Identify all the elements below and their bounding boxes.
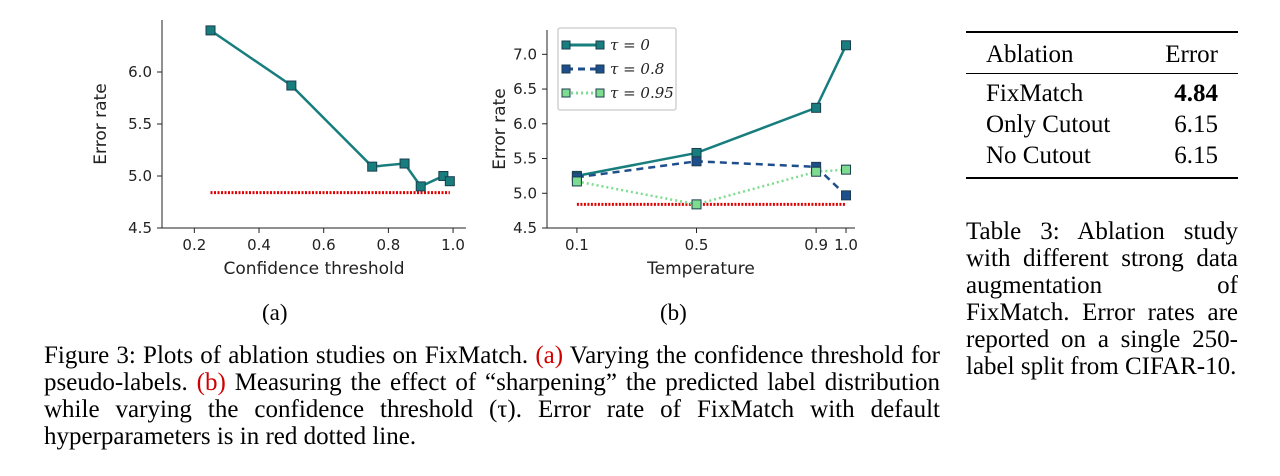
data-point xyxy=(205,25,216,36)
y-tick-label: 6.0 xyxy=(513,115,537,133)
data-point xyxy=(399,158,410,169)
data-point xyxy=(811,166,822,177)
x-tick-label: 1.0 xyxy=(834,236,858,254)
legend-swatch-marker xyxy=(561,40,571,50)
data-point xyxy=(691,156,702,167)
caption-part-a: Varying the confidence threshold for pse… xyxy=(44,342,940,396)
table-cell-ablation: FixMatch xyxy=(986,80,1084,107)
x-axis-label: Temperature xyxy=(646,259,755,279)
data-point xyxy=(438,171,449,181)
table-cell-ablation: Only Cutout xyxy=(986,111,1111,138)
legend-label: τ = 0.8 xyxy=(610,60,664,78)
table-header-error: Error xyxy=(1165,41,1218,68)
table-header-ablation: Ablation xyxy=(986,41,1074,68)
legend-swatch-marker xyxy=(561,88,571,98)
panel-label-a: (a) xyxy=(262,300,288,325)
table-caption: Table 3: Ablation study with different s… xyxy=(966,218,1238,380)
legend-label: τ = 0 xyxy=(610,36,650,54)
x-tick-label: 1.0 xyxy=(441,236,465,254)
y-axis-label: Error rate xyxy=(490,88,510,169)
table-row: No Cutout 6.15 xyxy=(986,140,1218,171)
legend-box xyxy=(557,27,677,111)
chart-a: 0.2 0.4 0.6 0.8 1.0 4.5 5.0 5.5 6.0 Confidence th… xyxy=(91,20,466,279)
data-point xyxy=(571,176,582,187)
data-point xyxy=(415,181,426,192)
legend: τ = 0 τ = 0.8 τ = 0.95 xyxy=(557,27,677,111)
table-row: Only Cutout 6.15 xyxy=(986,109,1218,140)
legend-label: τ = 0.95 xyxy=(610,84,674,102)
x-tick-label: 0.2 xyxy=(182,236,206,254)
legend-swatch-marker xyxy=(561,64,571,74)
caption-part-b: Measuring the effect of “sharpening” the… xyxy=(44,369,940,450)
legend-swatch-marker xyxy=(595,64,605,74)
caption-ref-b[interactable]: (b) xyxy=(196,369,226,396)
data-point xyxy=(841,40,852,51)
panel-label-b: (b) xyxy=(660,300,687,325)
x-axis-label: Confidence threshold xyxy=(223,259,404,279)
data-point xyxy=(691,147,702,158)
series-line-1 xyxy=(576,160,847,197)
data-point xyxy=(811,102,822,113)
table-row: FixMatch 4.84 xyxy=(986,78,1218,109)
y-tick-label: 4.5 xyxy=(513,219,537,237)
y-tick-label: 6.5 xyxy=(513,80,537,98)
ablation-table: Ablation Error FixMatch 4.84 Only Cutout… xyxy=(966,31,1238,179)
legend-swatch-marker xyxy=(595,88,605,98)
data-point xyxy=(841,164,852,175)
y-tick-label: 5.5 xyxy=(128,115,152,133)
data-point xyxy=(286,80,297,91)
x-tick-label: 0.6 xyxy=(312,236,336,254)
caption-prefix: Figure 3: Plots of ablation studies on F… xyxy=(44,342,536,369)
series-line-0 xyxy=(576,44,848,178)
caption-ref-a[interactable]: (a) xyxy=(535,342,564,369)
y-tick-label: 6.0 xyxy=(128,63,152,81)
x-tick-label: 0.1 xyxy=(565,236,589,254)
x-tick-label: 0.9 xyxy=(804,236,828,254)
y-tick-label: 5.0 xyxy=(128,167,152,185)
y-tick-label: 5.5 xyxy=(513,150,537,168)
table-cell-error: 6.15 xyxy=(1174,111,1218,138)
y-tick-label: 4.5 xyxy=(128,219,152,237)
legend-swatch-marker xyxy=(595,40,605,50)
data-point xyxy=(367,161,378,172)
y-tick-label: 7.0 xyxy=(513,45,537,63)
y-tick-label: 5.0 xyxy=(513,184,537,202)
data-point xyxy=(691,199,702,210)
figure-caption: Figure 3: Plots of ablation studies on F… xyxy=(44,342,940,450)
data-point xyxy=(444,176,455,187)
table-cell-error: 6.15 xyxy=(1174,142,1218,169)
x-tick-label: 0.8 xyxy=(376,236,400,254)
y-axis-label: Error rate xyxy=(91,83,111,164)
x-tick-label: 0.4 xyxy=(247,236,271,254)
data-point xyxy=(841,190,852,201)
series-line-0 xyxy=(209,29,451,188)
chart-b: 0.1 0.5 0.9 1.0 4.5 5.0 5.5 6.0 6.5 7.0 Temperatur… xyxy=(490,27,858,279)
x-tick-label: 0.5 xyxy=(685,236,709,254)
series-line-2 xyxy=(576,168,847,206)
table-cell-ablation: No Cutout xyxy=(986,142,1091,169)
table-cell-error: 4.84 xyxy=(1174,80,1218,107)
